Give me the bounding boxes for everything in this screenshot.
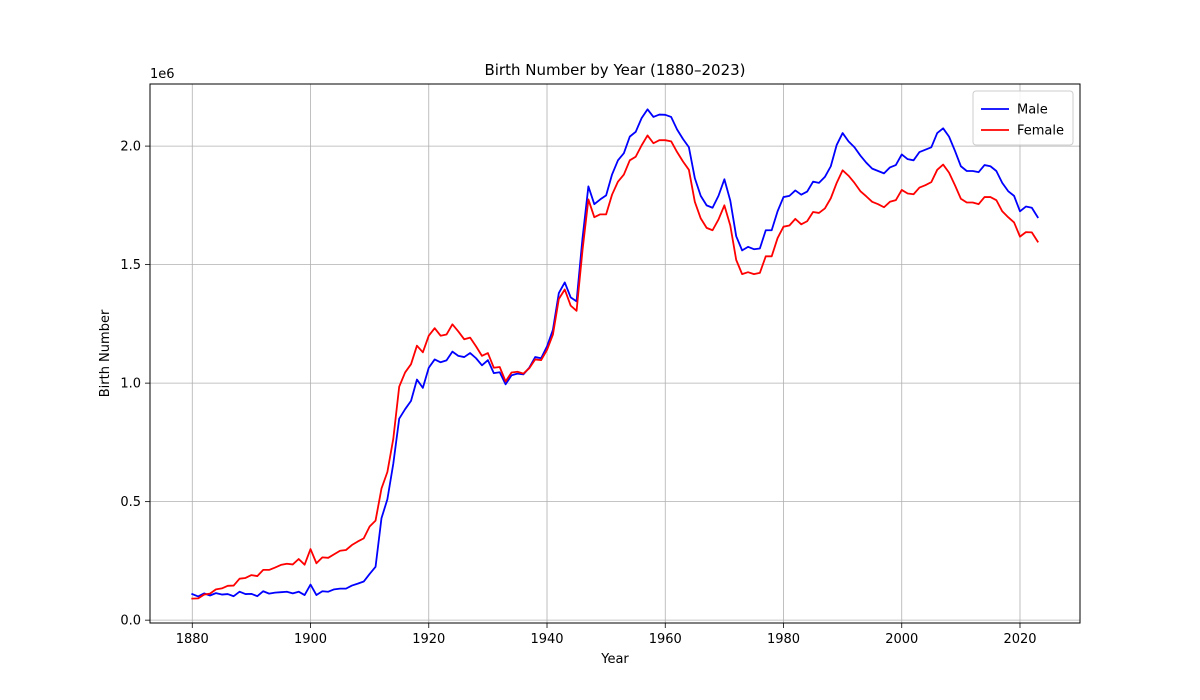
y-tick-label: 1.5 <box>120 258 141 273</box>
plot-frame <box>149 83 1081 624</box>
legend: Male Female <box>972 90 1074 146</box>
x-tick-label: 1980 <box>767 632 800 647</box>
legend-box <box>972 90 1074 146</box>
x-tick-label: 1940 <box>530 632 563 647</box>
x-axis-label: Year <box>600 652 629 667</box>
y-axis-label: Birth Number <box>98 309 113 397</box>
x-tick-label: 1900 <box>294 632 327 647</box>
x-tick-label: 1880 <box>176 632 209 647</box>
x-tick-label: 2000 <box>885 632 918 647</box>
y-tick-label: 0.0 <box>120 614 141 629</box>
y-tick-label: 2.0 <box>120 140 141 155</box>
grid-lines <box>150 84 1080 623</box>
y-tick-label: 0.5 <box>120 495 141 510</box>
chart-title: Birth Number by Year (1880–2023) <box>484 61 745 79</box>
x-tick-label: 2020 <box>1003 632 1036 647</box>
axis-ticks: 1880 1900 1920 1940 1960 1980 2000 2020 0.0 0.5 1.… <box>120 140 1036 647</box>
series-lines <box>191 108 1039 600</box>
legend-label-male: Male <box>1017 103 1048 118</box>
series-line-female <box>191 134 1039 600</box>
x-tick-label: 1920 <box>412 632 445 647</box>
legend-label-female: Female <box>1017 124 1064 139</box>
y-tick-label: 1.0 <box>120 377 141 392</box>
x-tick-label: 1960 <box>649 632 682 647</box>
series-line-male <box>191 108 1039 598</box>
y-axis-offset-text: 1e6 <box>150 67 175 82</box>
